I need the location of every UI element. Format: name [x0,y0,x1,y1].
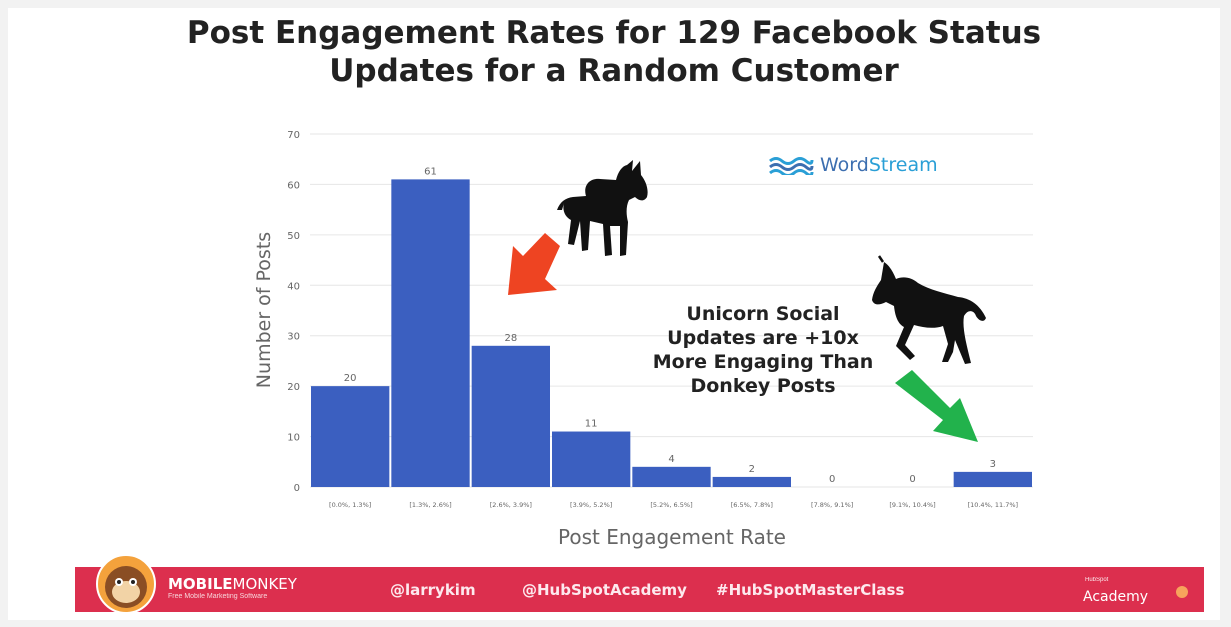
y-tick-label: 10 [287,433,300,444]
y-tick-label: 50 [287,231,300,242]
mobilemonkey-logo: MOBILEMONKEY [168,575,297,593]
green-arrow-icon [895,370,978,442]
bar [953,471,1032,487]
bar [552,431,631,487]
bar [712,476,791,487]
bar-value-label: 20 [344,373,357,384]
x-tick-labels: [0.0%, 1.3%] [1.3%, 2.6%] [2.6%, 3.9%] [3.9… [329,501,1018,509]
wordstream-text: WordStream [820,154,938,176]
y-tick-labels: 0 10 20 30 40 50 60 70 [287,130,300,494]
bar [311,386,390,487]
hubspot-academy-logo: Academy [1083,589,1149,605]
annotation-line-4: Donkey Posts [690,375,836,397]
y-tick-label: 70 [287,130,300,141]
bar-value-label: 3 [990,459,996,470]
footer-handle-hubspotacademy: @HubSpotAcademy [522,581,687,599]
hubspot-small-label: HubSpot [1085,577,1109,583]
mobilemonkey-tagline: Free Mobile Marketing Software [168,593,268,600]
y-tick-label: 40 [287,281,300,292]
bar-value-label: 2 [749,464,755,475]
bar-value-label: 4 [668,454,674,465]
x-tick-label: [7.8%, 9.1%] [811,501,853,509]
x-tick-label: [6.5%, 7.8%] [731,501,773,509]
bar-value-label: 61 [424,166,437,177]
y-tick-label: 0 [294,483,300,494]
y-tick-label: 30 [287,332,300,343]
x-tick-label: [0.0%, 1.3%] [329,501,371,509]
x-tick-label: [3.9%, 5.2%] [570,501,612,509]
x-tick-label: [9.1%, 10.4%] [889,501,935,509]
chart-title: Post Engagement Rates for 129 Facebook S… [8,14,1220,90]
annotation-line-1: Unicorn Social [686,303,840,325]
annotation-line-2: Updates are +10x [667,327,859,349]
annotation-line-3: More Engaging Than [652,351,874,373]
y-tick-label: 20 [287,382,300,393]
slide: Post Engagement Rates for 129 Facebook S… [8,8,1220,620]
bar [632,466,711,487]
hubspot-sprocket-icon [1176,586,1188,598]
chart-title-line-2: Updates for a Random Customer [329,53,899,89]
bar-value-label: 28 [504,333,517,344]
footer-hashtag: #HubSpotMasterClass [716,581,905,599]
red-arrow-icon [508,233,560,295]
footer-banner: MOBILEMONKEY Free Mobile Marketing Softw… [75,554,1204,614]
bar-value-label: 0 [909,474,915,485]
bars [311,179,1032,487]
bar [391,179,470,487]
x-tick-label: [5.2%, 6.5%] [650,501,692,509]
unicorn-icon [872,255,986,364]
wordstream-waves-icon [769,157,814,175]
chart-title-line-1: Post Engagement Rates for 129 Facebook S… [186,15,1042,51]
bar-value-label: 11 [585,419,598,430]
wordstream-logo: WordStream [768,152,938,178]
x-tick-label: [1.3%, 2.6%] [409,501,451,509]
bar [471,345,550,487]
y-axis-label: Number of Posts [253,232,275,388]
x-axis-label: Post Engagement Rate [558,525,786,549]
monkey-avatar-icon [96,554,156,614]
x-tick-label: [2.6%, 3.9%] [490,501,532,509]
y-tick-label: 60 [287,180,300,191]
unicorn-annotation: Unicorn Social Updates are +10x More Eng… [628,302,898,398]
footer-handle-larrykim: @larrykim [390,581,476,599]
x-tick-label: [10.4%, 11.7%] [968,501,1019,509]
bar-value-label: 0 [829,474,835,485]
donkey-icon [557,160,648,256]
